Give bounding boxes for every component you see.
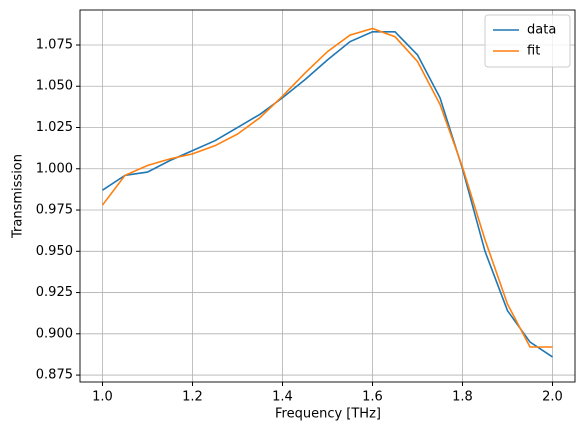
x-tick-label: 1.8: [452, 390, 473, 405]
legend-box: [484, 14, 571, 68]
legend-label: fit: [527, 44, 540, 59]
y-tick-label: 1.025: [36, 120, 73, 135]
plot-frame: [79, 9, 576, 383]
y-axis-label: Transmission: [11, 154, 26, 239]
series-line: [102, 30, 553, 358]
y-tick-label: 0.925: [36, 285, 73, 300]
x-tick-label: 1.2: [182, 390, 203, 405]
y-tick-label: 0.875: [36, 368, 73, 383]
x-tick-label: 2.0: [542, 390, 563, 405]
series-line: [101, 27, 553, 348]
y-tick-label: 1.050: [36, 79, 73, 94]
x-tick-label: 1.6: [362, 390, 383, 405]
x-tick-label: 1.4: [272, 390, 293, 405]
y-tick-label: 0.900: [36, 326, 73, 341]
y-tick-label: 1.075: [36, 37, 73, 52]
y-tick-label: 1.000: [36, 161, 73, 176]
x-tick-label: 1.0: [92, 390, 113, 405]
y-tick-label: 0.975: [36, 203, 73, 218]
legend-label: data: [527, 23, 556, 38]
x-axis-label: Frequency [THz]: [275, 407, 381, 422]
y-tick-label: 0.950: [36, 244, 73, 259]
